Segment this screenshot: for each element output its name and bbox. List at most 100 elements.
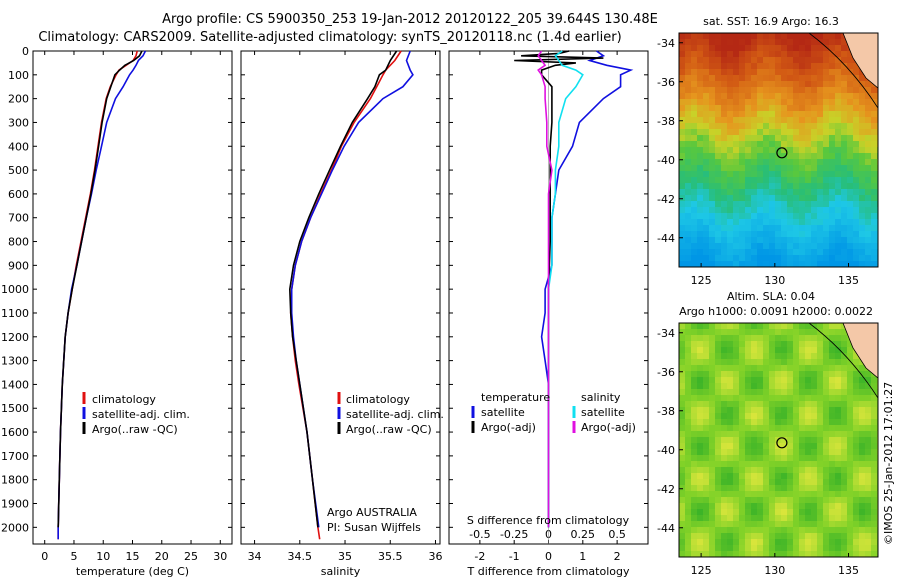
map-cell	[787, 461, 793, 467]
map-cell	[775, 57, 781, 63]
map-cell	[823, 147, 829, 153]
map-cell	[733, 75, 739, 81]
map-cell	[679, 183, 685, 189]
map-cell	[685, 497, 691, 503]
map-cell	[793, 461, 799, 467]
map-cell	[691, 461, 697, 467]
map-cell	[739, 255, 745, 261]
map-cell	[769, 329, 775, 335]
map-cell	[811, 353, 817, 359]
x-tick-label: 1	[579, 550, 586, 563]
map-cell	[811, 51, 817, 57]
map-cell	[685, 479, 691, 485]
map-cell	[685, 117, 691, 123]
map-frame	[678, 32, 879, 268]
map-cell	[745, 51, 751, 57]
map-cell	[769, 461, 775, 467]
map-cell	[871, 225, 877, 231]
map-cell	[745, 87, 751, 93]
map-cell	[799, 437, 805, 443]
map-cell	[787, 359, 793, 365]
map-cell	[763, 189, 769, 195]
map-cell	[757, 413, 763, 419]
map-cell	[691, 249, 697, 255]
map-cell	[697, 225, 703, 231]
map-cell	[757, 491, 763, 497]
map-cell	[769, 323, 775, 329]
map-cell	[745, 93, 751, 99]
map-cell	[727, 503, 733, 509]
map-cell	[841, 419, 847, 425]
map-cell	[727, 195, 733, 201]
map-cell	[751, 213, 757, 219]
map-cell	[829, 201, 835, 207]
map-cell	[775, 177, 781, 183]
map-cell	[745, 377, 751, 383]
map-cell	[847, 129, 853, 135]
map-cell	[871, 521, 877, 527]
map-cell	[805, 117, 811, 123]
map-cell	[709, 201, 715, 207]
map-cell	[727, 51, 733, 57]
map-cell	[763, 231, 769, 237]
map-cell	[769, 141, 775, 147]
map-cell	[775, 105, 781, 111]
map-cell	[739, 425, 745, 431]
map-cell	[793, 395, 799, 401]
map-cell	[835, 117, 841, 123]
map-cell	[823, 33, 829, 39]
map-cell	[715, 437, 721, 443]
map-cell	[763, 371, 769, 377]
map-cell	[847, 141, 853, 147]
map-cell	[721, 461, 727, 467]
map-cell	[685, 437, 691, 443]
map-cell	[775, 395, 781, 401]
map-cell	[865, 129, 871, 135]
map-cell	[691, 413, 697, 419]
map-cell	[739, 171, 745, 177]
map-cell	[685, 243, 691, 249]
map-cell	[703, 75, 709, 81]
map-cell	[703, 111, 709, 117]
map-cell	[841, 81, 847, 87]
map-cell	[817, 491, 823, 497]
map-cell	[715, 255, 721, 261]
map-cell	[727, 431, 733, 437]
map-cell	[769, 533, 775, 539]
map-cell	[715, 443, 721, 449]
map-cell	[793, 33, 799, 39]
map-cell	[721, 509, 727, 515]
map-cell	[757, 515, 763, 521]
map-cell	[751, 497, 757, 503]
map-cell	[841, 75, 847, 81]
map-cell	[715, 371, 721, 377]
map-cell	[709, 503, 715, 509]
map-cell	[865, 261, 871, 267]
difference-profile-panel: -2 -1 0 1 2-0.5 -0.25 0 0.25 0.5T difference fro…	[448, 50, 649, 578]
map-cell	[739, 551, 745, 557]
map-cell	[775, 93, 781, 99]
map-cell	[811, 69, 817, 75]
map-cell	[739, 467, 745, 473]
map-cell	[799, 261, 805, 267]
map-cell	[745, 129, 751, 135]
map-cell	[823, 389, 829, 395]
map-cell	[727, 99, 733, 105]
map-cell	[697, 551, 703, 557]
map-cell	[697, 111, 703, 117]
map-cell	[727, 443, 733, 449]
map-cell	[757, 467, 763, 473]
map-cell	[841, 141, 847, 147]
map-cell	[871, 249, 877, 255]
map-cell	[757, 201, 763, 207]
map-cell	[799, 243, 805, 249]
map-cell	[757, 371, 763, 377]
map-cell	[853, 123, 859, 129]
map-cell	[781, 413, 787, 419]
map-cell	[817, 485, 823, 491]
map-cell	[703, 479, 709, 485]
map-cell	[853, 359, 859, 365]
map-cell	[691, 165, 697, 171]
map-cell	[811, 231, 817, 237]
map-cell	[841, 425, 847, 431]
